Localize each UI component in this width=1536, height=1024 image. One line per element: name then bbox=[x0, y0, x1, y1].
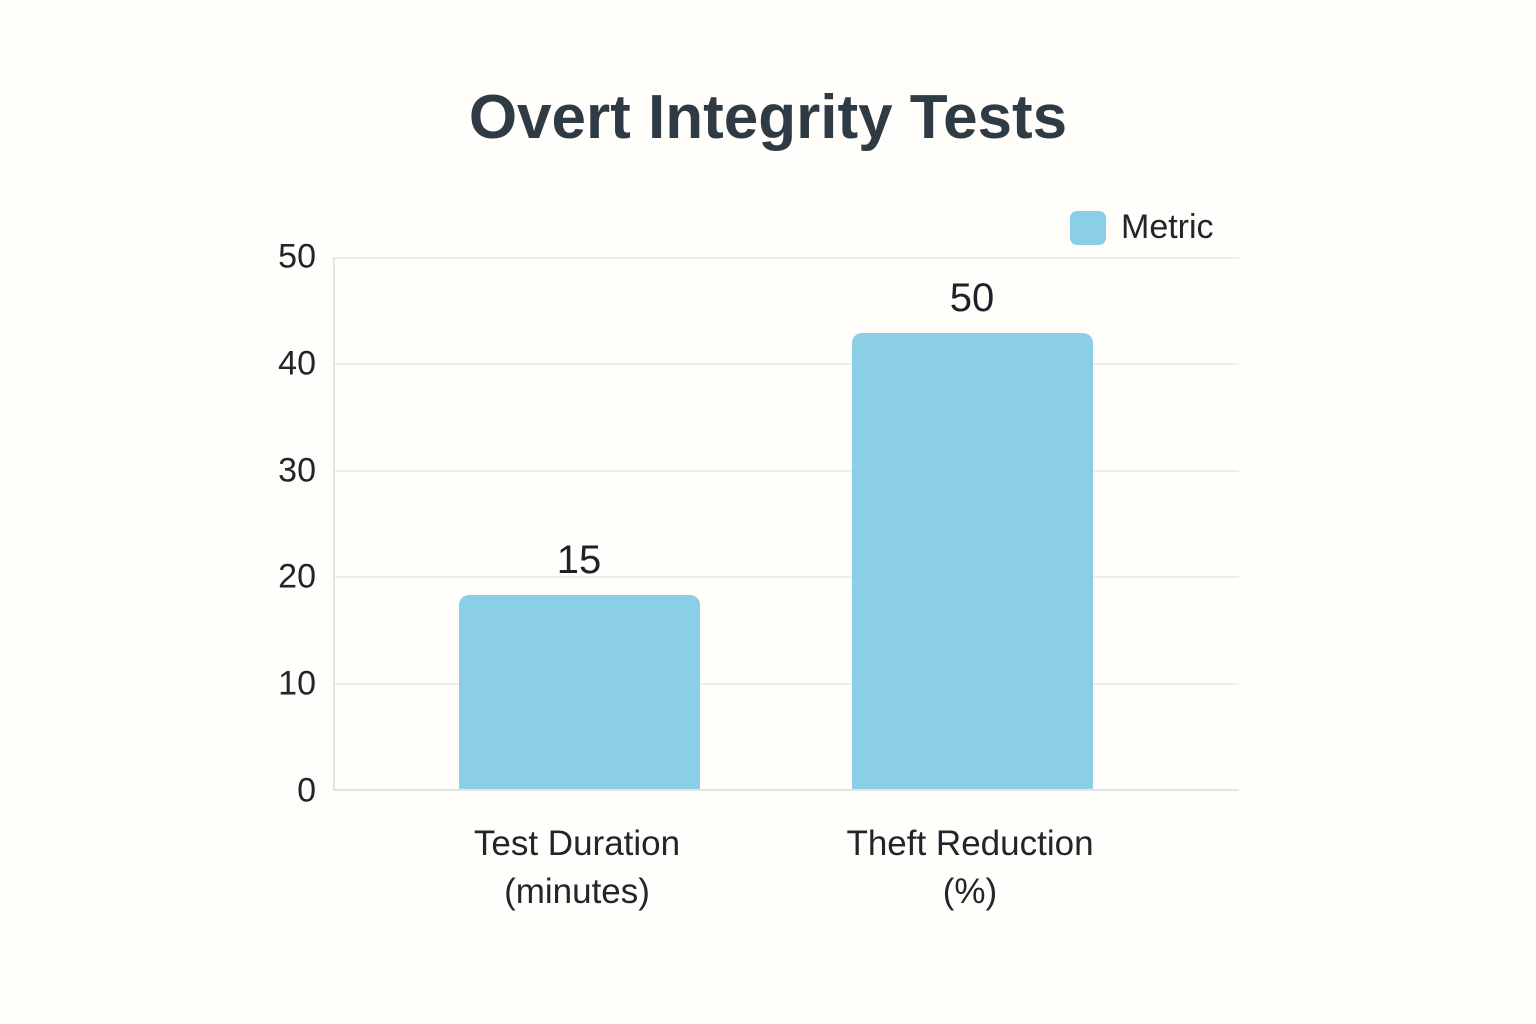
x-category-label-line2: (%) bbox=[942, 872, 998, 911]
bar-value-label: 50 bbox=[949, 275, 995, 320]
bar-value-label: 15 bbox=[556, 537, 602, 582]
x-category-label-line1: Theft Reduction bbox=[846, 824, 1094, 863]
y-gridline bbox=[335, 362, 1239, 365]
legend-label: Metric bbox=[1121, 208, 1214, 246]
y-gridline bbox=[335, 257, 1239, 259]
y-tick-label: 40 bbox=[278, 344, 316, 383]
x-category-label-line2: (minutes) bbox=[504, 872, 650, 911]
y-gridline bbox=[335, 469, 1239, 472]
chart-title: Overt Integrity Tests bbox=[468, 83, 1068, 152]
y-tick-label: 10 bbox=[278, 664, 316, 703]
bar bbox=[851, 332, 1093, 789]
y-tick-label: 50 bbox=[278, 237, 316, 276]
y-gridline bbox=[335, 683, 1239, 686]
y-tick-label: 20 bbox=[278, 557, 316, 596]
y-tick-label: 0 bbox=[297, 771, 316, 810]
x-category-label: Test Duration (minutes) bbox=[367, 820, 787, 916]
legend-swatch-icon bbox=[1070, 210, 1106, 245]
plot-area: 15 50 bbox=[333, 257, 1239, 791]
x-category-label: Theft Reduction (%) bbox=[760, 820, 1180, 916]
legend: Metric bbox=[1070, 208, 1214, 247]
y-tick-label: 30 bbox=[278, 451, 316, 490]
x-category-label-line1: Test Duration bbox=[473, 824, 681, 863]
bar bbox=[458, 594, 700, 789]
y-gridline bbox=[335, 576, 1239, 579]
